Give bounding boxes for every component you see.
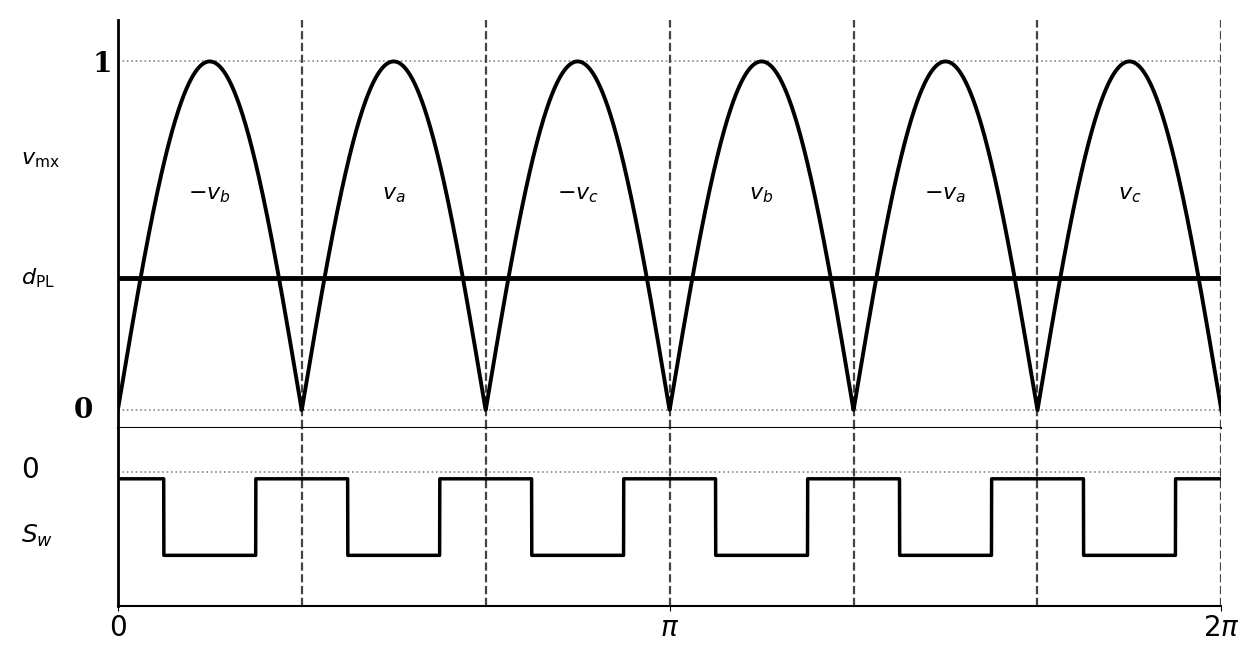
Text: 0: 0 <box>74 397 93 424</box>
Text: $v_a$: $v_a$ <box>382 183 405 205</box>
Text: $-v_c$: $-v_c$ <box>557 183 599 205</box>
Text: $0$: $0$ <box>21 457 40 484</box>
Text: $-v_a$: $-v_a$ <box>924 183 967 205</box>
Text: $v_{\mathrm{mx}}$: $v_{\mathrm{mx}}$ <box>21 148 61 170</box>
Text: $S_w$: $S_w$ <box>21 523 53 549</box>
Text: $v_c$: $v_c$ <box>1117 183 1141 205</box>
Text: $v_b$: $v_b$ <box>749 183 774 205</box>
Text: $-v_b$: $-v_b$ <box>188 183 231 205</box>
Text: $d_{\mathrm{PL}}$: $d_{\mathrm{PL}}$ <box>21 266 56 289</box>
